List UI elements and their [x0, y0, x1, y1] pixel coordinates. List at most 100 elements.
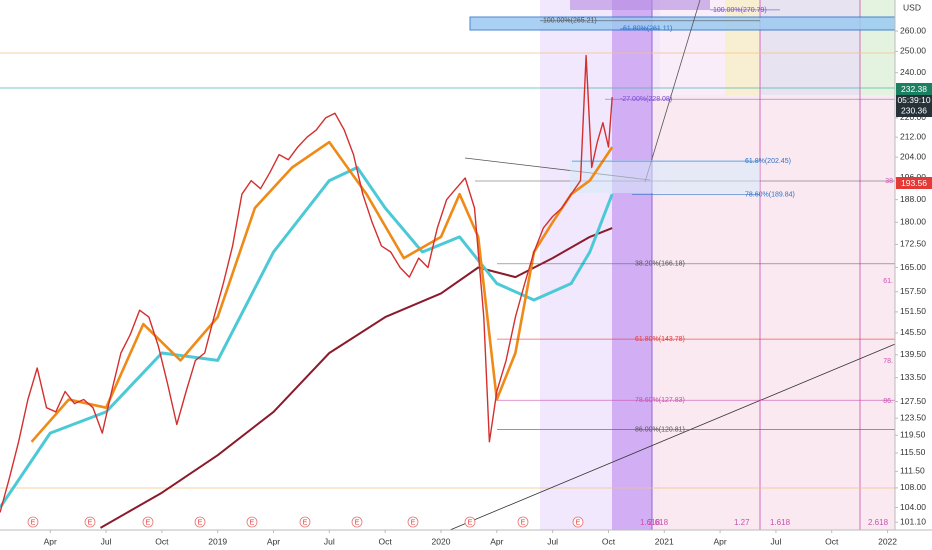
x-tick-label: Oct — [825, 536, 839, 546]
x-tick-label: Apr — [44, 536, 57, 546]
y-tick-label: 151.50 — [900, 306, 926, 316]
box — [570, 0, 710, 10]
earnings-marker: E — [88, 519, 93, 526]
y-tick-label: 139.50 — [900, 349, 926, 359]
x-tick-label: Jul — [101, 536, 112, 546]
earnings-badge — [351, 516, 363, 528]
series-line — [0, 54, 613, 513]
series-line — [0, 166, 614, 509]
fib-label: 100.00%(265.21) — [543, 18, 597, 25]
fib-label: 61.8%(202.45) — [745, 158, 791, 165]
earnings-badge — [84, 516, 96, 528]
earnings-marker: E — [31, 519, 36, 526]
price-tag — [896, 95, 932, 117]
price-tag — [896, 177, 932, 189]
zone — [760, 0, 860, 95]
price-tag-text: 230.36 — [901, 105, 927, 115]
y-tick-label: 180.00 — [900, 217, 926, 227]
y-tick-label: 111.50 — [900, 466, 925, 476]
earnings-marker: E — [411, 519, 416, 526]
y-tick-label: 157.50 — [900, 286, 926, 296]
x-tick-label: Apr — [713, 536, 726, 546]
currency: USD — [903, 2, 921, 12]
fib-label-cut: 61. — [883, 278, 893, 285]
trend-line — [644, 0, 701, 183]
x-tick-label: 2020 — [432, 536, 451, 546]
y-tick-label: 123.50 — [900, 412, 926, 422]
earnings-badge — [517, 516, 529, 528]
y-tick-label: 119.50 — [900, 430, 926, 440]
y-tick-label: 108.00 — [900, 482, 926, 492]
earnings-badge — [194, 516, 206, 528]
x-tick-label: Jul — [547, 536, 558, 546]
box — [469, 16, 932, 31]
time-label: 2.618 — [648, 518, 669, 527]
fib-label: 100.00%(270.79) — [713, 7, 767, 14]
earnings-badge — [142, 516, 154, 528]
x-tick-label: Jul — [770, 536, 781, 546]
earnings-badge — [407, 516, 419, 528]
y-tick-label: 101.10 — [900, 516, 926, 526]
countdown: 05:39:10 — [897, 95, 930, 105]
y-tick-label: 240.00 — [900, 67, 926, 77]
trend-line — [449, 341, 901, 531]
earnings-marker: E — [198, 519, 203, 526]
y-tick-label: 104.00 — [900, 502, 926, 512]
earnings-marker: E — [521, 519, 526, 526]
price-tag-text: 232.38 — [901, 84, 927, 94]
series-line — [100, 227, 613, 529]
y-tick-label: 250.00 — [900, 46, 926, 56]
y-tick-label: 212.00 — [900, 131, 926, 141]
earnings-marker: E — [468, 519, 473, 526]
y-tick-label: 172.50 — [900, 239, 926, 249]
y-tick-label: 145.50 — [900, 327, 926, 337]
earnings-marker: E — [576, 519, 581, 526]
x-tick-label: Oct — [155, 536, 169, 546]
x-tick-label: Oct — [602, 536, 616, 546]
price-tag — [896, 83, 932, 95]
x-tick-label: Oct — [379, 536, 393, 546]
x-tick-label: 2022 — [878, 536, 897, 546]
fib-label-cut: 78. — [883, 358, 893, 365]
fib-label: -27.00%(228.08) — [620, 96, 672, 103]
earnings-badge — [572, 516, 584, 528]
fib-label: 78.60%(127.83) — [635, 397, 685, 404]
y-tick-label: 133.50 — [900, 372, 926, 382]
x-tick-label: Jul — [324, 536, 335, 546]
box — [570, 160, 760, 193]
earnings-marker: E — [355, 519, 360, 526]
y-tick-label: 165.00 — [900, 262, 926, 272]
time-label: 2.618 — [868, 518, 889, 527]
earnings-badge — [246, 516, 258, 528]
y-tick-label: 260.00 — [900, 25, 926, 35]
earnings-badge — [27, 516, 39, 528]
fib-label: 61.80%(143.78) — [635, 336, 685, 343]
x-tick-label: Apr — [490, 536, 503, 546]
y-tick-label: 127.50 — [900, 396, 926, 406]
earnings-marker: E — [250, 519, 255, 526]
zone — [725, 0, 760, 95]
fib-label: 78.60%(189.84) — [745, 191, 795, 198]
zone — [860, 0, 895, 95]
earnings-badge — [299, 516, 311, 528]
x-tick-label: 2019 — [208, 536, 227, 546]
fib-label: 61.80%(261.11) — [623, 26, 672, 33]
earnings-marker: E — [146, 519, 151, 526]
x-tick-label: 2021 — [655, 536, 674, 546]
price-tag-text: 193.56 — [901, 178, 927, 188]
y-tick-label: 115.50 — [900, 447, 926, 457]
fib-label-cut: 86. — [883, 398, 893, 405]
y-tick-label: 188.00 — [900, 194, 926, 204]
fib-label-cut: 38 — [885, 178, 893, 185]
time-label: 1.618 — [640, 518, 661, 527]
y-tick-label: 204.00 — [900, 151, 926, 161]
y-tick-label: 220.00 — [900, 112, 926, 122]
time-label: 1.618 — [770, 518, 791, 527]
x-tick-label: Apr — [267, 536, 280, 546]
fib-label: 86.00%(120.81) — [635, 426, 685, 433]
fib-label: 38.20%(166.18) — [635, 261, 685, 268]
time-label: 1.27 — [734, 518, 750, 527]
earnings-badge — [464, 516, 476, 528]
earnings-marker: E — [303, 519, 308, 526]
